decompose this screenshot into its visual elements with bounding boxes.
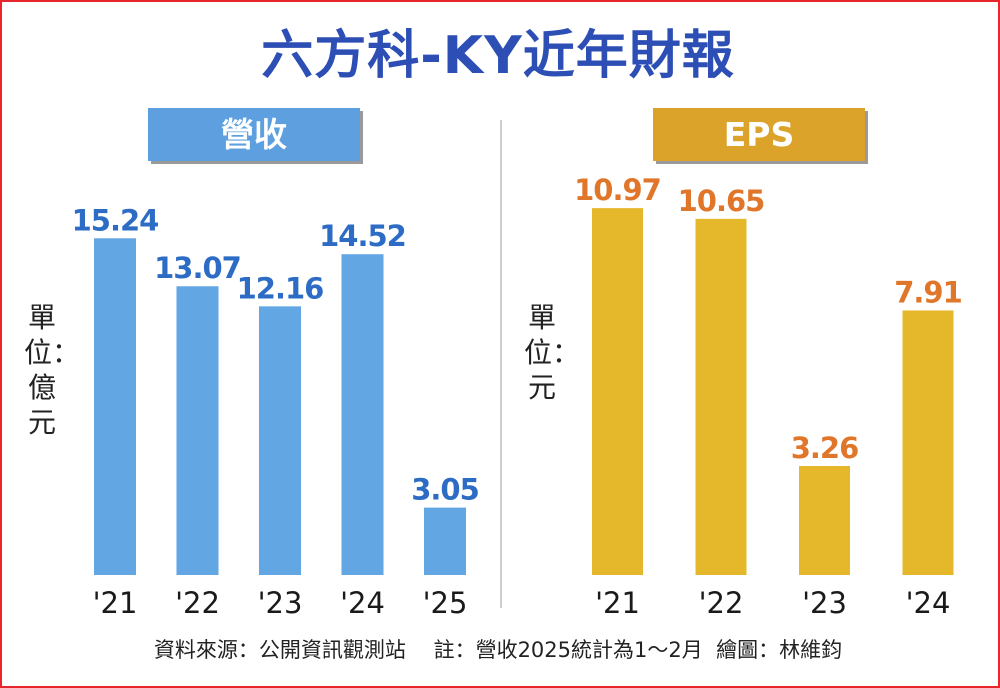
eps-panel-title: EPS	[653, 108, 865, 161]
revenue-value-label: 3.05	[411, 473, 479, 507]
revenue-tick-label: '21	[93, 586, 138, 620]
eps-value-label: 10.65	[678, 184, 765, 218]
revenue-panel-title: 營收	[148, 108, 360, 161]
eps-bar	[902, 310, 954, 575]
revenue-tick-label: '24	[340, 586, 385, 620]
revenue-value-label: 14.52	[319, 219, 406, 253]
panel-divider	[500, 120, 502, 608]
revenue-value-label: 13.07	[154, 251, 241, 285]
eps-chart: 10.97 '21 10.65 '22 3.26 '23 7.91 '24	[574, 173, 963, 620]
eps-value-label: 3.26	[791, 431, 859, 465]
footer-note: 資料來源：公開資訊觀測站 註：營收2025統計為1～2月 繪圖：林維鈞	[153, 638, 843, 662]
eps-bar	[592, 208, 643, 575]
revenue-tick-label: '25	[423, 586, 468, 620]
revenue-value-label: 15.24	[72, 203, 159, 237]
eps-tick-label: '22	[699, 586, 744, 620]
revenue-tick-label: '22	[175, 586, 220, 620]
eps-tick-label: '23	[802, 586, 847, 620]
revenue-value-label: 12.16	[237, 271, 324, 305]
revenue-tick-label: '23	[258, 586, 303, 620]
revenue-chart: 15.24 '21 13.07 '22 12.16 '23 14.52 '24 3.05 '25	[72, 203, 480, 620]
eps-tick-label: '21	[595, 586, 640, 620]
eps-bar	[695, 218, 747, 575]
revenue-bar	[424, 507, 466, 575]
revenue-bar	[259, 306, 301, 575]
page-title: 六方科-KY近年財報	[261, 26, 735, 86]
eps-value-label: 7.91	[894, 275, 962, 309]
eps-value-label: 10.97	[574, 173, 661, 207]
revenue-bar	[341, 254, 384, 576]
eps-bar	[799, 465, 850, 575]
revenue-bar	[94, 238, 136, 576]
eps-tick-label: '24	[906, 586, 951, 620]
revenue-bar	[176, 286, 219, 575]
